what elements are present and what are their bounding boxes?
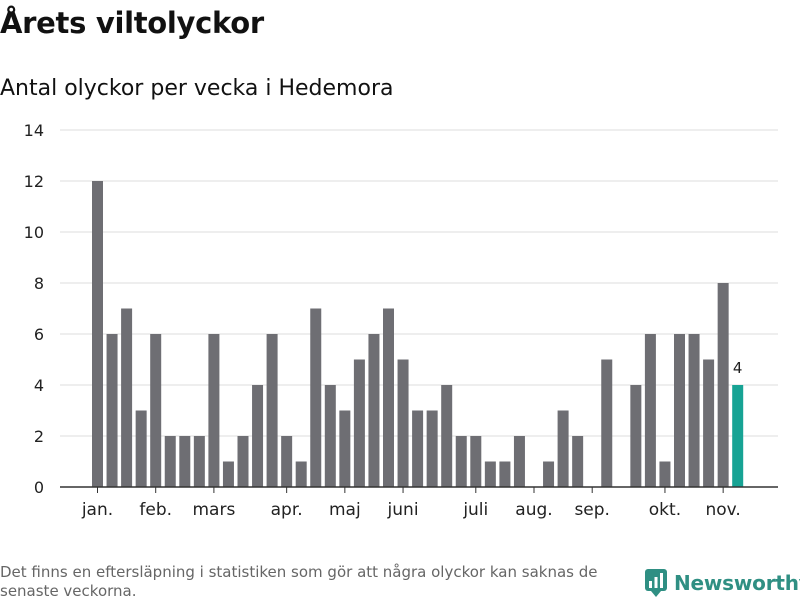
bar [383,308,394,487]
data-labels: 4 [733,359,743,377]
bar [353,359,365,487]
y-tick-label: 6 [34,325,44,344]
bar [499,461,511,487]
brand-name: Newsworthy [674,571,800,595]
bar [630,385,642,487]
bar [717,283,729,487]
y-axis-ticks: 0 2 4 6 8 10 12 14 [24,121,44,497]
bar [674,334,685,487]
x-tick-label: feb. [139,500,172,520]
x-tick-label: okt. [649,500,681,520]
brand-logo: Newsworthy [644,568,800,598]
x-tick-label: sep. [574,500,610,520]
bar [513,436,525,487]
y-tick-label: 8 [34,274,44,293]
bar [426,410,438,487]
bar [164,436,176,487]
bar [484,461,496,487]
bar [412,410,424,487]
bar [601,359,613,487]
bar [92,181,103,487]
bars [92,181,744,487]
y-tick-label: 14 [24,121,44,140]
bar [252,385,264,487]
bar [455,436,467,487]
x-tick-label: nov. [705,500,740,520]
newsworthy-logo-icon [645,569,667,597]
x-tick-label: jan. [81,500,113,520]
bar [324,385,336,487]
x-tick-label: juni [387,500,419,520]
x-axis: jan. feb. mars apr. maj juni juli aug. sep. okt. n… [60,486,778,520]
bar [441,385,453,487]
bar [135,410,147,487]
bar [150,334,162,487]
chart-subtitle: Antal olyckor per vecka i Hedemora [0,76,394,101]
footnote: Det finns en eftersläpning i statistiken… [0,563,598,600]
bar-highlight [732,385,744,487]
bar [572,436,584,487]
bar [397,359,409,487]
bar [237,436,249,487]
data-label-highlight: 4 [733,359,743,377]
y-tick-label: 4 [34,376,44,395]
bar [295,461,307,487]
x-tick-label: aug. [515,500,552,520]
x-tick-label: juli [462,500,488,520]
x-tick-label: mars [192,500,235,520]
y-tick-label: 0 [34,478,44,497]
bar [222,461,234,487]
bar [281,436,293,487]
bar [703,359,715,487]
bar [644,334,656,487]
bar [543,461,555,487]
bar [659,461,671,487]
bar-chart: 0 2 4 6 8 10 12 14 jan. feb. mars apr. maj juni juli a… [24,121,778,520]
bar [179,436,191,487]
bar [106,334,118,487]
x-tick-label: apr. [271,500,303,520]
y-tick-label: 10 [24,223,44,242]
y-tick-label: 2 [34,427,44,446]
x-tick-label: maj [329,500,361,520]
gridlines [60,129,778,437]
bar [557,410,569,487]
bar [193,436,205,487]
chart-title: Årets viltolyckor [0,6,264,40]
bar [266,334,278,487]
bar [121,308,133,487]
bar [310,308,322,487]
bar [339,410,351,487]
bar [688,334,700,487]
bar [368,334,380,487]
bar [208,334,220,487]
y-tick-label: 12 [24,172,44,191]
bar [470,436,482,487]
